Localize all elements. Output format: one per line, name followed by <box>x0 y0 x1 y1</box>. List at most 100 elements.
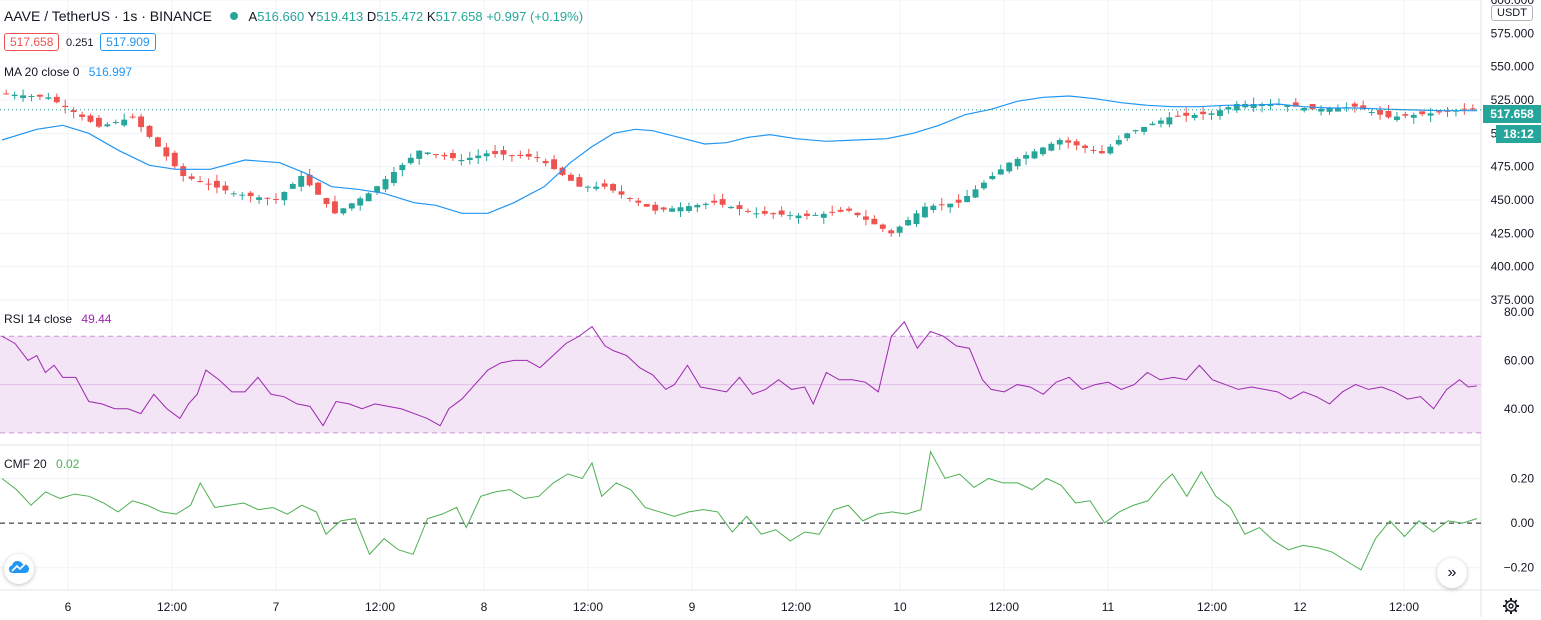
candle-body <box>1233 104 1240 111</box>
candle-body <box>45 97 52 99</box>
candle-body <box>812 214 819 216</box>
price-tick-label: 525.000 <box>1491 93 1535 107</box>
candle-body <box>433 154 440 156</box>
candle <box>1157 117 1164 128</box>
candle <box>879 223 886 233</box>
candle-body <box>702 203 709 206</box>
candle-body <box>643 204 650 207</box>
candle <box>1200 107 1207 120</box>
settings-button[interactable] <box>1502 597 1522 617</box>
candle-body <box>1469 108 1476 110</box>
candle-body <box>323 198 330 204</box>
candle <box>1056 137 1063 150</box>
candle-body <box>281 192 288 201</box>
candle-body <box>272 199 279 201</box>
candle <box>837 206 844 213</box>
price-tick-label: 600.000 <box>1491 0 1535 7</box>
candle-body <box>129 116 136 118</box>
time-tick-label: 12 <box>1293 600 1307 614</box>
candle-body <box>1023 155 1030 159</box>
rsi-legend[interactable]: RSI 14 close 49.44 <box>4 312 111 326</box>
candle <box>1023 151 1030 165</box>
bid-price[interactable]: 517.658 <box>4 33 60 51</box>
time-tick-label: 12:00 <box>781 600 811 614</box>
candle-body <box>1292 102 1299 107</box>
candle-body <box>862 216 869 220</box>
candle-body <box>441 154 448 157</box>
candle-body <box>618 191 625 195</box>
candle <box>163 142 170 161</box>
candle <box>1385 104 1392 119</box>
candle-body <box>138 116 145 128</box>
candle-body <box>1461 108 1468 110</box>
candle <box>87 113 94 123</box>
candle <box>1452 108 1459 117</box>
candle <box>744 208 751 214</box>
candle <box>812 212 819 216</box>
candle-body <box>677 207 684 212</box>
candle <box>1166 112 1173 128</box>
candle-body <box>1149 123 1156 126</box>
candle-body <box>11 94 18 97</box>
candle-body <box>1115 140 1122 145</box>
candle <box>272 193 279 204</box>
price-tick-label: 450.000 <box>1491 193 1535 207</box>
close-value: 517.658 <box>435 9 483 24</box>
candle-body <box>1006 162 1013 172</box>
candle <box>331 195 338 215</box>
candle-body <box>711 200 718 203</box>
candle <box>315 181 322 195</box>
candle <box>728 205 735 210</box>
candle-body <box>1065 140 1072 143</box>
ma-line <box>1 95 1478 214</box>
candle <box>1216 104 1223 120</box>
candle <box>711 194 718 206</box>
candle-body <box>770 213 777 215</box>
candle-body <box>466 157 473 161</box>
candle-body <box>399 164 406 171</box>
candle <box>719 193 726 208</box>
ask-price[interactable]: 517.909 <box>100 33 156 51</box>
candle <box>256 194 263 204</box>
candle-body <box>913 213 920 224</box>
candle-body <box>559 167 566 175</box>
currency-badge[interactable]: USDT <box>1491 5 1533 21</box>
candle <box>626 196 633 202</box>
scroll-to-realtime-button[interactable]: » <box>1437 558 1467 588</box>
candle-body <box>989 176 996 180</box>
candle-body <box>1090 149 1097 151</box>
candle-body <box>1410 114 1417 118</box>
candle-body <box>980 182 987 189</box>
change-value: +0.997 (+0.19%) <box>486 9 584 24</box>
candles <box>3 89 1476 237</box>
candle-body <box>972 189 979 198</box>
candle <box>458 154 465 166</box>
cmf-tick-label: −0.20 <box>1504 561 1535 575</box>
candle <box>197 176 204 183</box>
candle-body <box>728 206 735 209</box>
candle-body <box>374 186 381 193</box>
candle-body <box>846 208 853 211</box>
double-chevron-right-icon: » <box>1447 564 1457 581</box>
candle <box>803 210 810 220</box>
candle <box>1073 138 1080 151</box>
open-value: 516.660 <box>257 9 305 24</box>
candle <box>584 185 591 192</box>
candle <box>1377 106 1384 120</box>
rsi-line <box>1 320 1478 427</box>
symbol-title[interactable]: AAVE / TetherUS · 1s · BINANCE <box>4 8 212 24</box>
candle-body <box>1326 108 1333 112</box>
candle-body <box>264 197 271 199</box>
candle-body <box>197 180 204 182</box>
candle <box>424 152 431 156</box>
tradingview-logo-button[interactable] <box>4 554 34 584</box>
ma-legend[interactable]: MA 20 close 0 516.997 <box>4 65 132 79</box>
cmf-legend[interactable]: CMF 20 0.02 <box>4 457 79 471</box>
candle <box>247 190 254 203</box>
cmf-label: CMF 20 <box>4 457 47 471</box>
candle-body <box>95 117 102 127</box>
candle-body <box>694 204 701 208</box>
candle <box>281 191 288 206</box>
candle-body <box>601 183 608 187</box>
